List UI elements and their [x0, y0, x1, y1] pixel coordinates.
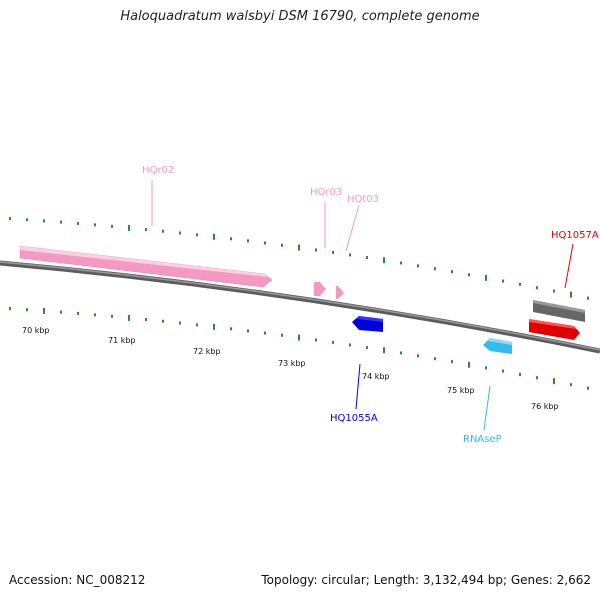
lower-tick-track [9, 307, 589, 390]
genome-backbone-highlight [0, 261, 600, 351]
feature-rnasep[interactable] [483, 338, 512, 354]
genome-summary-text: Topology: circular; Length: 3,132,494 bp… [261, 573, 591, 587]
feature-grey-block[interactable] [533, 300, 585, 322]
upper-tick-track [9, 217, 589, 300]
feature-hq1057a[interactable] [529, 319, 580, 340]
tick-label-76: 76 kbp [531, 402, 559, 411]
tick-label-73: 73 kbp [278, 359, 306, 368]
gene-label-hqr03: HQr03 [310, 187, 342, 198]
tick-label-72: 72 kbp [193, 347, 221, 356]
feature-hqr02[interactable] [19, 245, 273, 288]
page-title: Haloquadratum walsbyi DSM 16790, complet… [120, 9, 480, 24]
gene-label-rnasep: RNAseP [463, 434, 502, 445]
label-line-hq1057a [564, 243, 574, 289]
feature-hqr03[interactable] [314, 282, 326, 296]
feature-hqt03[interactable] [336, 286, 344, 299]
tick-label-71: 71 kbp [108, 336, 136, 345]
gene-label-hqt03: HQt03 [347, 194, 379, 205]
label-line-hqt03 [345, 204, 360, 252]
accession-text: Accession: NC_008212 [9, 573, 146, 587]
gene-label-hq1055a: HQ1055A [330, 413, 378, 424]
tick-label-75: 75 kbp [447, 386, 475, 395]
tick-label-70: 70 kbp [22, 326, 50, 335]
label-line-hq1055a [355, 363, 361, 410]
gene-label-hq1057a: HQ1057A [551, 230, 599, 241]
tick-label-74: 74 kbp [362, 372, 390, 381]
genome-backbone [0, 260, 600, 354]
feature-hq1055a[interactable] [352, 316, 383, 332]
label-line-rnasep [483, 385, 491, 431]
gene-label-hqr02: HQr02 [142, 165, 174, 176]
